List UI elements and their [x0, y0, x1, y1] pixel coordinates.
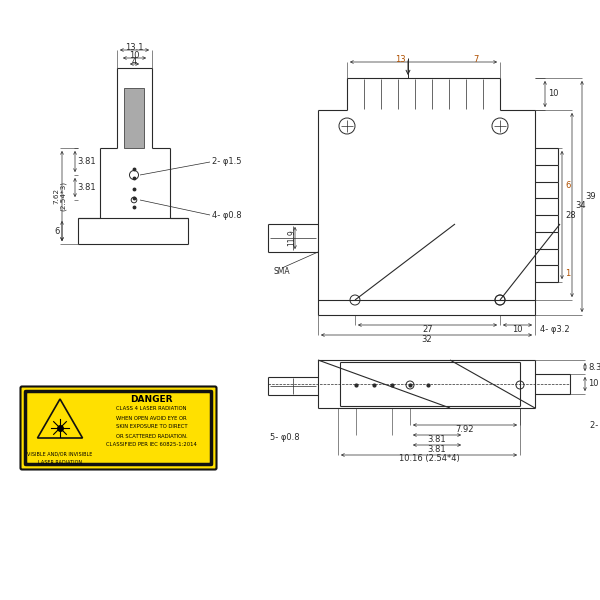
Text: WHEN OPEN AVOID EYE OR: WHEN OPEN AVOID EYE OR [116, 415, 187, 421]
Text: DANGER: DANGER [130, 395, 173, 403]
Text: 6: 6 [55, 226, 60, 235]
Text: SKIN EXPOSURE TO DIRECT: SKIN EXPOSURE TO DIRECT [116, 425, 187, 430]
Text: 10.16 (2.54*4): 10.16 (2.54*4) [398, 455, 460, 463]
Text: VISIBLE AND/OR INVISIBLE: VISIBLE AND/OR INVISIBLE [28, 451, 92, 457]
Text: 4- φ0.8: 4- φ0.8 [212, 211, 242, 220]
Text: 2- φ1.5: 2- φ1.5 [212, 157, 241, 166]
Text: 13: 13 [395, 55, 406, 64]
Text: 5- φ0.8: 5- φ0.8 [270, 433, 300, 443]
Text: 3.81: 3.81 [77, 157, 95, 166]
Text: 10: 10 [129, 50, 140, 59]
Text: 32: 32 [421, 335, 432, 344]
Text: 4: 4 [132, 56, 137, 65]
Text: 2- φ1.5: 2- φ1.5 [590, 421, 600, 430]
Text: 11.9: 11.9 [287, 230, 296, 247]
Text: 4- φ3.2: 4- φ3.2 [540, 325, 569, 335]
Text: 13.1: 13.1 [125, 43, 144, 52]
Text: SMA: SMA [274, 268, 290, 277]
Text: 6: 6 [565, 181, 571, 190]
Text: 8.3: 8.3 [588, 362, 600, 371]
Text: OR SCATTERED RADIATION.: OR SCATTERED RADIATION. [116, 433, 187, 439]
Text: 10: 10 [512, 325, 523, 335]
Text: 10: 10 [548, 89, 559, 98]
Text: LASER RADIATION: LASER RADIATION [38, 460, 82, 464]
Text: 3.81: 3.81 [428, 434, 446, 443]
Text: 34: 34 [575, 200, 586, 209]
FancyBboxPatch shape [20, 386, 217, 469]
Text: 39: 39 [585, 192, 596, 201]
FancyBboxPatch shape [25, 391, 212, 464]
Text: CLASSIFIED PER IEC 60825-1:2014: CLASSIFIED PER IEC 60825-1:2014 [106, 443, 197, 448]
Text: 3.81: 3.81 [77, 183, 95, 192]
Text: 7: 7 [473, 55, 479, 64]
Text: 7.62
(2.54*3): 7.62 (2.54*3) [53, 181, 67, 211]
Text: 7.92: 7.92 [456, 425, 474, 433]
Text: 1: 1 [565, 269, 570, 278]
Text: 10: 10 [588, 379, 599, 389]
Text: 3.81: 3.81 [428, 445, 446, 454]
Text: 28: 28 [565, 211, 575, 220]
Text: 27: 27 [422, 325, 433, 335]
Bar [124, 88, 144, 148]
Text: CLASS 4 LASER RADIATION: CLASS 4 LASER RADIATION [116, 407, 187, 412]
